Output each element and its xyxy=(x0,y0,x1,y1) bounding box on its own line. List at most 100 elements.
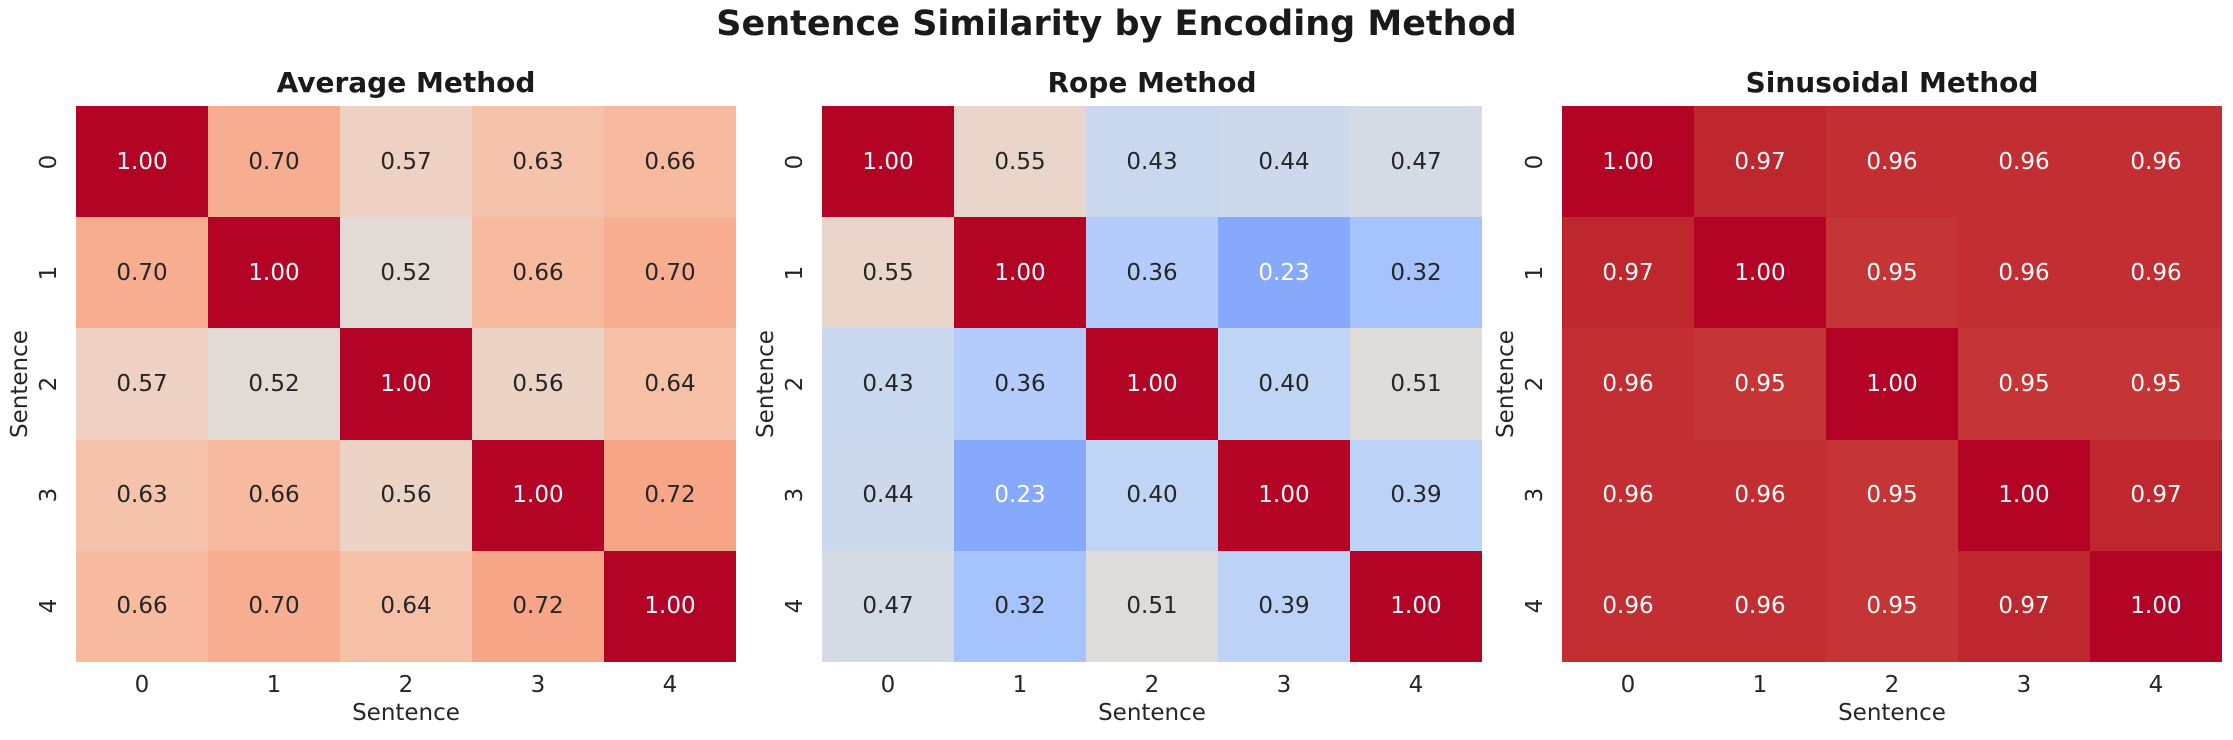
heatmap-cell-r4-c4: 1.00 xyxy=(1350,550,1482,662)
heatmap-cell-r2-c4: 0.51 xyxy=(1350,328,1482,440)
y-tick-label: 2 xyxy=(36,376,62,392)
y-tick-label: 4 xyxy=(1522,599,1548,614)
y-tick-label: 2 xyxy=(1522,376,1548,392)
heatmap-grid: 1.00 0.97 0.96 0.96 0.96 0.97 1.00 0.95 0.96 0.96… xyxy=(1562,106,2222,662)
heatmap-cell-r0-c4: 0.47 xyxy=(1350,106,1482,218)
x-tick-label: 4 xyxy=(1408,672,1424,698)
subplot-title: Average Method xyxy=(276,66,536,99)
heatmap-cell-r3-c4: 0.39 xyxy=(1350,439,1482,551)
heatmap-cell-r0-c1: 0.55 xyxy=(954,106,1086,218)
heatmap-cell-r4-c1: 0.70 xyxy=(208,550,340,662)
y-tick-label: 3 xyxy=(1522,487,1548,503)
heatmap-cell-r1-c1: 1.00 xyxy=(208,217,340,329)
heatmap-cell-r4-c2: 0.64 xyxy=(340,550,472,662)
heatmap-cell-r3-c2: 0.56 xyxy=(340,439,472,551)
heatmap-cell-r0-c0: 1.00 xyxy=(76,106,208,218)
heatmap-cell-r2-c3: 0.95 xyxy=(1958,328,2090,440)
heatmap-cell-r2-c4: 0.64 xyxy=(604,328,736,440)
heatmap-cell-r2-c2: 1.00 xyxy=(340,328,472,440)
heatmap-cell-r4-c0: 0.47 xyxy=(822,550,954,662)
heatmap-cell-r1-c3: 0.23 xyxy=(1218,217,1350,329)
heatmap-cell-r1-c0: 0.70 xyxy=(76,217,208,329)
x-tick-label: 0 xyxy=(1620,672,1636,698)
heatmap-grid: 1.00 0.55 0.43 0.44 0.47 0.55 1.00 0.36 0.23 0.32… xyxy=(822,106,1482,662)
y-tick-label: 1 xyxy=(36,265,62,281)
x-tick-label: 3 xyxy=(530,672,546,698)
heatmap-cell-r0-c0: 1.00 xyxy=(1562,106,1694,218)
heatmap-cell-r4-c0: 0.96 xyxy=(1562,550,1694,662)
y-tick-label: 4 xyxy=(36,599,62,614)
heatmap-cell-r3-c1: 0.23 xyxy=(954,439,1086,551)
figure-title: Sentence Similarity by Encoding Method xyxy=(716,4,1517,44)
heatmap-cell-r0-c3: 0.63 xyxy=(472,106,604,218)
y-axis-label: Sentence xyxy=(1493,330,1519,438)
heatmap-cell-r0-c4: 0.96 xyxy=(2090,106,2222,218)
x-tick-label: 2 xyxy=(1884,672,1900,698)
heatmap-cell-r3-c4: 0.72 xyxy=(604,439,736,551)
x-tick-label: 0 xyxy=(880,672,896,698)
heatmap-cell-r3-c1: 0.96 xyxy=(1694,439,1826,551)
heatmap-cell-r0-c2: 0.96 xyxy=(1826,106,1958,218)
heatmap-cell-r3-c0: 0.63 xyxy=(76,439,208,551)
x-tick-label: 1 xyxy=(1012,672,1028,698)
y-axis-label: Sentence xyxy=(7,330,33,438)
heatmap-cell-r1-c3: 0.66 xyxy=(472,217,604,329)
heatmap-cell-r2-c3: 0.40 xyxy=(1218,328,1350,440)
heatmap-cell-r4-c3: 0.72 xyxy=(472,550,604,662)
x-tick-label: 0 xyxy=(134,672,150,698)
x-tick-label: 3 xyxy=(1276,672,1292,698)
heatmap-cell-r2-c1: 0.36 xyxy=(954,328,1086,440)
y-tick-label: 1 xyxy=(782,265,808,281)
heatmap-cell-r1-c0: 0.97 xyxy=(1562,217,1694,329)
heatmap-cell-r3-c3: 1.00 xyxy=(1218,439,1350,551)
heatmap-cell-r1-c1: 1.00 xyxy=(954,217,1086,329)
heatmap-cell-r2-c2: 1.00 xyxy=(1086,328,1218,440)
heatmap-cell-r0-c1: 0.97 xyxy=(1694,106,1826,218)
heatmap-cell-r3-c2: 0.40 xyxy=(1086,439,1218,551)
heatmap-cell-r4-c2: 0.95 xyxy=(1826,550,1958,662)
heatmap-cell-r2-c0: 0.57 xyxy=(76,328,208,440)
x-tick-label: 2 xyxy=(398,672,414,698)
heatmap-cell-r1-c1: 1.00 xyxy=(1694,217,1826,329)
heatmap-cell-r2-c1: 0.52 xyxy=(208,328,340,440)
heatmap-cell-r1-c3: 0.96 xyxy=(1958,217,2090,329)
y-tick-label: 3 xyxy=(782,487,808,503)
heatmap-cell-r0-c2: 0.43 xyxy=(1086,106,1218,218)
y-tick-label: 2 xyxy=(782,376,808,392)
heatmap-cell-r4-c0: 0.66 xyxy=(76,550,208,662)
heatmap-cell-r0-c3: 0.44 xyxy=(1218,106,1350,218)
x-tick-label: 4 xyxy=(662,672,678,698)
heatmap-cell-r1-c4: 0.70 xyxy=(604,217,736,329)
heatmap-cell-r2-c1: 0.95 xyxy=(1694,328,1826,440)
x-tick-label: 1 xyxy=(266,672,282,698)
heatmap-cell-r1-c0: 0.55 xyxy=(822,217,954,329)
y-tick-label: 1 xyxy=(1522,265,1548,281)
heatmap-cell-r1-c2: 0.52 xyxy=(340,217,472,329)
heatmap-cell-r0-c2: 0.57 xyxy=(340,106,472,218)
subplot-title: Sinusoidal Method xyxy=(1745,66,2039,99)
x-tick-label: 3 xyxy=(2016,672,2032,698)
x-tick-label: 4 xyxy=(2148,672,2164,698)
heatmap-cell-r4-c4: 1.00 xyxy=(604,550,736,662)
heatmap-cell-r1-c4: 0.96 xyxy=(2090,217,2222,329)
heatmap-cell-r2-c0: 0.96 xyxy=(1562,328,1694,440)
heatmap-cell-r1-c2: 0.95 xyxy=(1826,217,1958,329)
heatmap-cell-r2-c2: 1.00 xyxy=(1826,328,1958,440)
heatmap-cell-r4-c3: 0.39 xyxy=(1218,550,1350,662)
heatmap-cell-r1-c4: 0.32 xyxy=(1350,217,1482,329)
heatmap-cell-r3-c0: 0.44 xyxy=(822,439,954,551)
x-tick-label: 1 xyxy=(1752,672,1768,698)
heatmap-cell-r3-c3: 1.00 xyxy=(1958,439,2090,551)
heatmap-cell-r4-c4: 1.00 xyxy=(2090,550,2222,662)
x-tick-label: 2 xyxy=(1144,672,1160,698)
subplot-title: Rope Method xyxy=(1047,66,1257,99)
heatmap-cell-r3-c3: 1.00 xyxy=(472,439,604,551)
heatmap-cell-r2-c0: 0.43 xyxy=(822,328,954,440)
heatmap-cell-r4-c3: 0.97 xyxy=(1958,550,2090,662)
heatmap-cell-r0-c3: 0.96 xyxy=(1958,106,2090,218)
y-tick-label: 3 xyxy=(36,487,62,503)
